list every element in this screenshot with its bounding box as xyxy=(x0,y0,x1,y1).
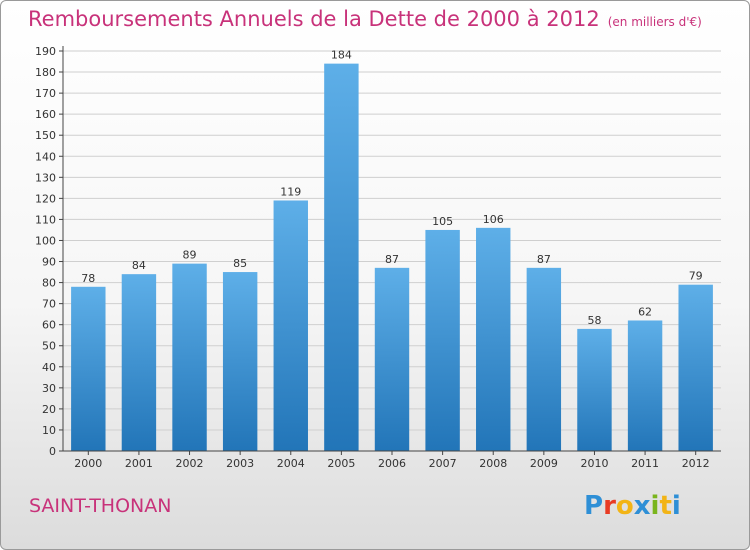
value-label: 85 xyxy=(233,257,247,270)
bar-2011 xyxy=(627,320,663,451)
x-tick-label: 2011 xyxy=(631,457,659,470)
value-label: 105 xyxy=(432,215,453,228)
y-tick-label: 20 xyxy=(42,403,56,416)
x-tick-label: 2008 xyxy=(479,457,507,470)
bar-2001 xyxy=(121,274,157,451)
y-tick-label: 110 xyxy=(35,213,56,226)
bars: 78 84 89 85 119 184 87 105 106 87 58 62 79 xyxy=(71,49,713,451)
city-name: SAINT-THONAN xyxy=(29,495,172,517)
y-tick-label: 160 xyxy=(35,108,56,121)
logo-letter: i xyxy=(671,491,681,521)
bar-2007 xyxy=(425,229,460,451)
logo-letter: P xyxy=(584,491,604,521)
title-text: Remboursements Annuels de la Dette de 20… xyxy=(28,7,600,31)
x-tick-label: 2004 xyxy=(277,457,305,470)
y-tick-label: 140 xyxy=(35,150,56,163)
value-label: 84 xyxy=(132,259,146,272)
bar-2006 xyxy=(374,267,410,451)
x-tick-label: 2005 xyxy=(327,457,355,470)
bar-2009 xyxy=(526,267,562,451)
value-label: 184 xyxy=(331,49,352,62)
y-tick-label: 130 xyxy=(35,171,56,184)
logo-letter: r xyxy=(603,491,616,521)
bar-2010 xyxy=(577,328,612,451)
x-tick-label: 2002 xyxy=(176,457,204,470)
logo-letter: i xyxy=(650,491,660,521)
x-tick-label: 2010 xyxy=(580,457,608,470)
x-tick-label: 2000 xyxy=(74,457,102,470)
bar-2008 xyxy=(476,227,511,451)
value-label: 79 xyxy=(689,270,703,283)
value-label: 106 xyxy=(483,213,504,226)
x-tick-label: 2007 xyxy=(429,457,457,470)
y-tick-label: 150 xyxy=(35,129,56,142)
x-tick-label: 2003 xyxy=(226,457,254,470)
y-tick-label: 80 xyxy=(42,277,56,290)
logo-letter: t xyxy=(659,491,672,521)
value-label: 89 xyxy=(183,249,197,262)
x-tick-label: 2006 xyxy=(378,457,406,470)
logo-letter: x xyxy=(633,491,651,521)
value-label: 78 xyxy=(81,272,95,285)
proxiti-logo: Proxiti xyxy=(584,491,681,521)
x-tick-label: 2009 xyxy=(530,457,558,470)
y-tick-label: 10 xyxy=(42,424,56,437)
y-tick-label: 100 xyxy=(35,234,56,247)
y-tick-label: 180 xyxy=(35,66,56,79)
y-tick-label: 60 xyxy=(42,319,56,332)
value-label: 58 xyxy=(587,314,601,327)
logo-letter: o xyxy=(615,491,634,521)
y-tick-label: 0 xyxy=(49,445,56,458)
x-tick-label: 2001 xyxy=(125,457,153,470)
chart-title: Remboursements Annuels de la Dette de 20… xyxy=(28,7,702,31)
bar-2004 xyxy=(273,200,308,451)
bar-2012 xyxy=(678,284,713,451)
y-tick-label: 170 xyxy=(35,87,56,100)
bar-2003 xyxy=(222,272,258,451)
y-tick-label: 190 xyxy=(35,45,56,58)
value-label: 62 xyxy=(638,305,652,318)
x-tick-label: 2012 xyxy=(682,457,710,470)
bar-2000 xyxy=(71,286,106,451)
y-tick-label: 120 xyxy=(35,192,56,205)
bar-chart: 78 84 89 85 119 184 87 105 106 87 58 62 79 0 10 20 30 40… xyxy=(35,45,721,470)
y-tick-label: 30 xyxy=(42,382,56,395)
value-label: 87 xyxy=(385,253,399,266)
y-tick-label: 90 xyxy=(42,256,56,269)
y-tick-label: 50 xyxy=(42,340,56,353)
y-tick-label: 70 xyxy=(42,298,56,311)
value-label: 119 xyxy=(280,185,301,198)
axes: 0 10 20 30 40 50 60 70 80 90 100 110 120 130 140 150 160… xyxy=(35,45,721,470)
bar-2005 xyxy=(324,63,359,451)
y-tick-label: 40 xyxy=(42,361,56,374)
value-label: 87 xyxy=(537,253,551,266)
bar-2002 xyxy=(172,263,207,451)
unit-text: (en milliers d'€) xyxy=(607,15,702,29)
